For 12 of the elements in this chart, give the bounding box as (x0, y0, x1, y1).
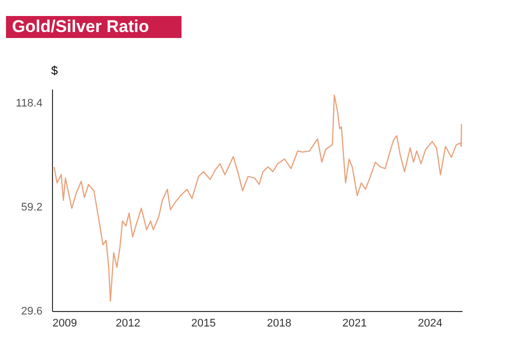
x-tick-label: 2018 (266, 318, 292, 330)
y-tick-label: 29.6 (21, 306, 42, 318)
y-tick-label: 118.4 (16, 98, 42, 110)
y-axis-title: $ (51, 64, 58, 78)
x-tick-label: 2012 (116, 318, 140, 330)
x-tick-label: 2009 (52, 318, 77, 330)
line-series (54, 94, 462, 302)
chart-title: Gold/Silver Ratio (12, 17, 149, 36)
x-tick-label: 2021 (342, 318, 367, 330)
x-tick-label: 2015 (191, 318, 216, 330)
y-tick-label: 59.2 (21, 202, 42, 214)
x-tick-label: 2024 (418, 318, 442, 330)
